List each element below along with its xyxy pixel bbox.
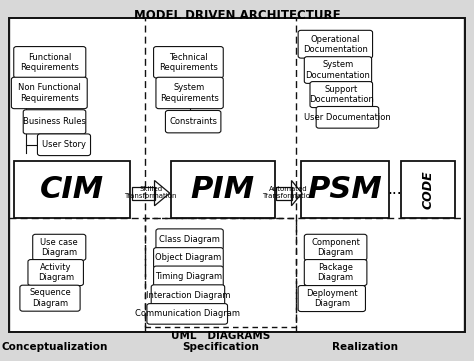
FancyBboxPatch shape [154, 266, 223, 287]
Bar [276, 187, 292, 200]
Bar [171, 161, 275, 218]
Text: Realization: Realization [332, 342, 398, 352]
Bar [301, 161, 389, 218]
Text: CODE: CODE [421, 170, 434, 209]
Text: Object Diagram: Object Diagram [155, 253, 221, 262]
FancyBboxPatch shape [316, 106, 379, 128]
FancyBboxPatch shape [151, 285, 225, 305]
Text: Automated
Transformation: Automated Transformation [263, 186, 315, 199]
Text: Support
Documentation: Support Documentation [309, 85, 374, 104]
Text: User Documentation: User Documentation [304, 113, 391, 122]
FancyBboxPatch shape [165, 110, 221, 133]
Text: Constraints: Constraints [169, 117, 217, 126]
Bar [11, 19, 463, 331]
Bar [276, 187, 292, 200]
Text: Business Rules: Business Rules [23, 117, 86, 126]
FancyBboxPatch shape [298, 286, 365, 312]
Text: Non Functional
Requirements: Non Functional Requirements [18, 83, 81, 103]
Text: ...: ... [387, 182, 401, 197]
FancyBboxPatch shape [154, 47, 223, 78]
Bar [132, 187, 155, 200]
Text: System
Requirements: System Requirements [160, 83, 219, 103]
Text: CIM: CIM [40, 175, 104, 204]
FancyBboxPatch shape [33, 234, 86, 260]
Text: Conceptualization: Conceptualization [1, 342, 108, 352]
Text: Activity
Diagram: Activity Diagram [37, 263, 74, 282]
FancyBboxPatch shape [156, 229, 223, 249]
FancyBboxPatch shape [156, 77, 223, 109]
Text: Timing Diagram: Timing Diagram [155, 272, 222, 281]
FancyBboxPatch shape [37, 134, 91, 156]
Text: Sequence
Diagram: Sequence Diagram [29, 288, 71, 308]
Text: Functional
Requirements: Functional Requirements [20, 53, 79, 72]
Polygon shape [155, 180, 170, 206]
Text: Skilled
Transformation: Skilled Transformation [125, 186, 177, 199]
Text: Communication Diagram: Communication Diagram [135, 309, 240, 318]
Text: PIM: PIM [191, 175, 255, 204]
FancyBboxPatch shape [304, 260, 367, 286]
Text: User Story: User Story [42, 140, 86, 149]
Text: System
Documentation: System Documentation [306, 60, 370, 80]
FancyBboxPatch shape [304, 57, 372, 83]
FancyBboxPatch shape [23, 110, 86, 134]
Bar [14, 161, 130, 218]
FancyBboxPatch shape [154, 248, 223, 268]
FancyBboxPatch shape [28, 260, 83, 286]
Polygon shape [292, 180, 302, 206]
Text: UML   DIAGRAMS: UML DIAGRAMS [171, 331, 270, 342]
Text: Technical
Requirements: Technical Requirements [159, 53, 218, 72]
Bar [132, 187, 155, 200]
Text: Deployment
Diagram: Deployment Diagram [306, 289, 357, 308]
FancyBboxPatch shape [298, 30, 373, 58]
Text: Class Diagram: Class Diagram [159, 235, 220, 244]
FancyBboxPatch shape [14, 47, 86, 78]
Text: Interaction Diagram: Interaction Diagram [146, 291, 230, 300]
Bar [9, 18, 465, 332]
FancyBboxPatch shape [310, 82, 373, 108]
FancyBboxPatch shape [11, 77, 87, 109]
FancyBboxPatch shape [20, 285, 80, 311]
Text: Use case
Diagram: Use case Diagram [40, 238, 78, 257]
FancyBboxPatch shape [147, 304, 228, 324]
Text: PSM: PSM [308, 175, 382, 204]
Text: Operational
Documentation: Operational Documentation [303, 35, 368, 54]
Text: Specification: Specification [182, 342, 259, 352]
Bar [401, 161, 455, 218]
FancyBboxPatch shape [304, 234, 367, 260]
Text: MODEL DRIVEN ARCHITECTURE: MODEL DRIVEN ARCHITECTURE [134, 9, 340, 22]
Text: Package
Diagram: Package Diagram [318, 263, 354, 282]
Text: Component
Diagram: Component Diagram [311, 238, 360, 257]
